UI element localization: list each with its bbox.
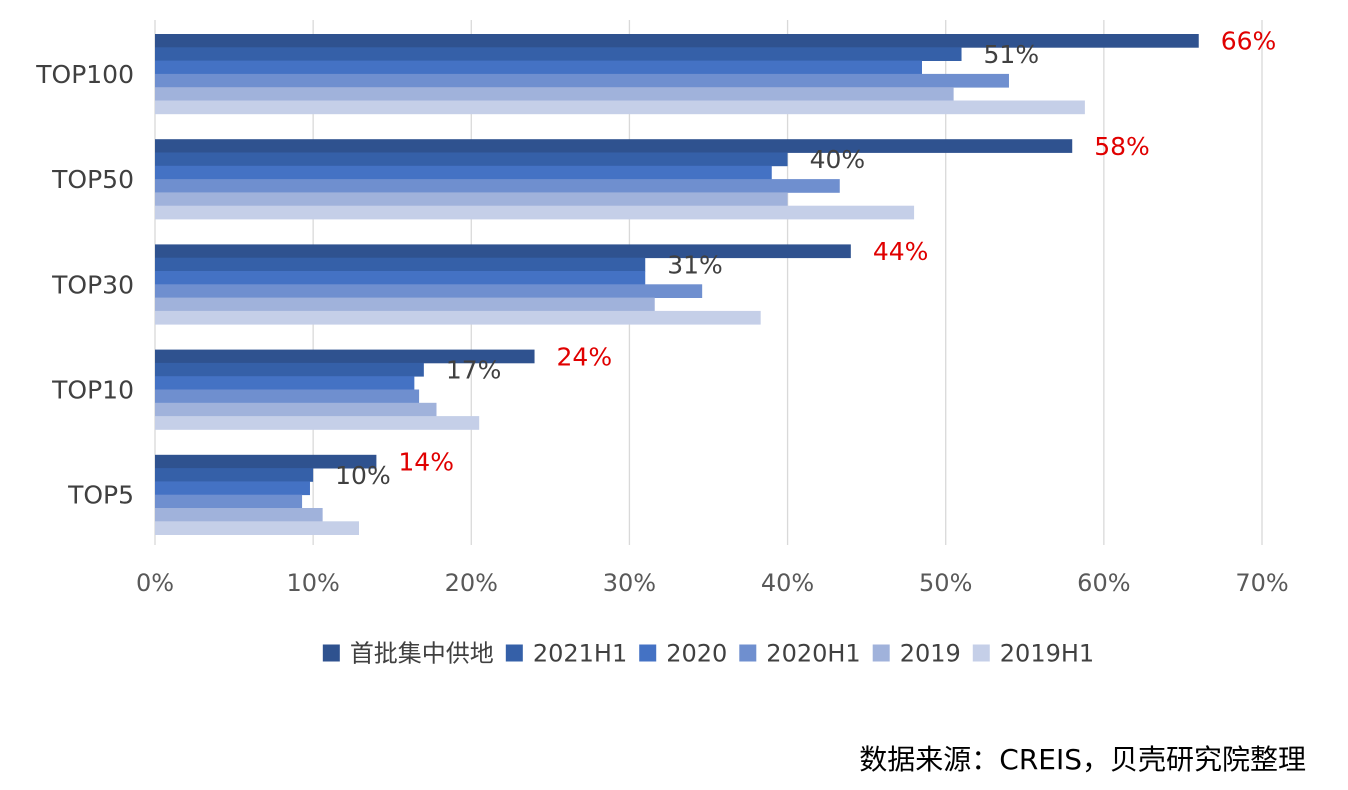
x-tick-label: 0%: [136, 569, 174, 597]
bar: [155, 454, 377, 469]
bar: [155, 389, 420, 404]
bar: [155, 508, 323, 522]
legend-swatch: [505, 644, 523, 662]
x-tick-label: 50%: [919, 569, 972, 597]
bar: [155, 481, 310, 496]
legend-label: 2019: [900, 640, 961, 668]
bar: [155, 494, 303, 509]
category-label: TOP10: [51, 376, 134, 405]
x-tick-label: 60%: [1077, 569, 1130, 597]
data-label: 14%: [398, 447, 454, 476]
legend-label: 2020H1: [766, 640, 860, 668]
x-tick-label: 30%: [603, 569, 656, 597]
bar: [155, 179, 840, 193]
bar: [155, 349, 535, 364]
bar: [155, 297, 655, 312]
legend-swatch: [322, 644, 340, 662]
data-label: 66%: [1221, 27, 1277, 56]
data-label: 58%: [1094, 132, 1150, 161]
bar: [155, 165, 772, 180]
bar: [155, 244, 851, 259]
bar: [155, 73, 1009, 88]
bar: [155, 376, 415, 390]
bar: [155, 257, 646, 272]
category-label: TOP100: [35, 60, 134, 89]
category-label: TOP50: [51, 165, 134, 194]
x-tick-label: 40%: [761, 569, 814, 597]
data-label: 24%: [557, 342, 613, 371]
bar: [155, 284, 703, 298]
bar: [155, 152, 788, 167]
bar: [155, 60, 922, 75]
bar: [155, 271, 646, 285]
legend-swatch: [739, 644, 757, 662]
data-label: 40%: [810, 145, 866, 174]
bar: [155, 47, 962, 61]
bar: [155, 34, 1199, 48]
category-label: TOP30: [51, 270, 134, 299]
bar: [155, 310, 761, 325]
data-label: 17%: [446, 356, 502, 385]
bar: [155, 205, 915, 220]
legend-swatch: [639, 644, 657, 662]
bar: [155, 362, 424, 377]
data-label: 44%: [873, 237, 929, 266]
data-labels: 66% 51% 58% 40% 44% 31% 24% 17% 14%10%: [335, 27, 1276, 490]
bar: [155, 100, 1085, 115]
bar: [155, 87, 954, 101]
x-tick-label: 20%: [445, 569, 498, 597]
x-tick-label: 70%: [1235, 569, 1288, 597]
legend-swatch: [972, 644, 990, 662]
legend: 首批集中供地 2021H1 2020 2020H1 2019 2019H1: [322, 640, 1094, 668]
bars: [155, 34, 1199, 535]
bar: [155, 521, 360, 535]
axes: 0% 10% 20% 30% 40% 50% 60% 70% TOP100 TOP50 TOP30 T…: [35, 60, 1288, 597]
legend-label: 首批集中供地: [350, 640, 494, 668]
source-note: 数据来源：CREIS，贝壳研究院整理: [859, 743, 1306, 776]
legend-swatch: [872, 644, 890, 662]
data-label: 10%: [335, 461, 391, 490]
data-label: 31%: [667, 250, 723, 279]
bar: [155, 139, 1073, 153]
legend-label: 2019H1: [1000, 640, 1094, 668]
legend-label: 2020: [666, 640, 727, 668]
x-tick-label: 10%: [286, 569, 339, 597]
legend-label: 2021H1: [533, 640, 627, 668]
bar: [155, 402, 437, 417]
bar: [155, 192, 788, 207]
bar: [155, 468, 314, 482]
category-label: TOP5: [67, 481, 134, 510]
data-label: 51%: [984, 40, 1040, 69]
bar: [155, 416, 480, 430]
